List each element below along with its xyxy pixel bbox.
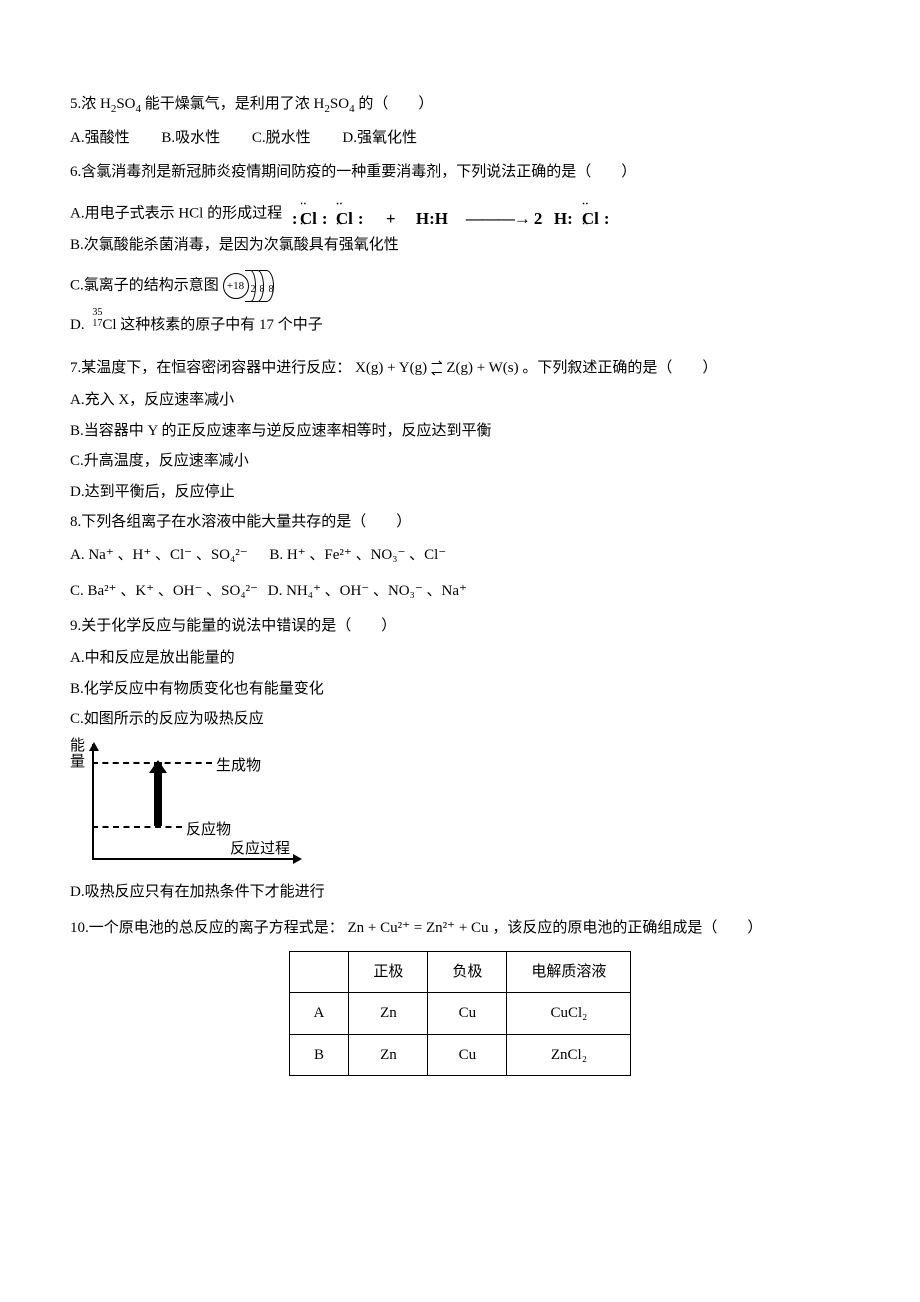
products-label: 生成物 <box>216 752 261 781</box>
eq: X(g) + Y(g) <box>355 360 427 376</box>
energy-diagram: 能量 生成物 反应物 反应过程 <box>70 738 300 868</box>
q5-opt-c: C.脱水性 <box>252 124 311 153</box>
th-blank <box>289 951 349 993</box>
q8-opts-row2: C. Ba²⁺ 、K⁺ 、OH⁻ 、SO₄²⁻ D. NH₄⁺ 、OH⁻ 、NO… <box>70 577 850 606</box>
q9-opt-d: D.吸热反应只有在加热条件下才能进行 <box>70 878 850 907</box>
x-axis-label: 反应过程 <box>230 835 290 864</box>
y-axis-label: 能量 <box>70 738 84 771</box>
q7-stem: 7.某温度下，在恒容密闭容器中进行反应： X(g) + Y(g) ⇀↽ Z(g)… <box>70 354 850 383</box>
cell: Cu <box>428 993 507 1035</box>
reactants-label: 反应物 <box>186 816 231 845</box>
th-negative: 负极 <box>428 951 507 993</box>
eq: Z(g) + W(s) <box>446 360 518 376</box>
q9-stem: 9.关于化学反应与能量的说法中错误的是（ ） <box>70 612 850 641</box>
text: SO <box>330 96 349 112</box>
q6-stem: 6.含氯消毒剂是新冠肺炎疫情期间防疫的一种重要消毒剂，下列说法正确的是（ ） <box>70 158 850 187</box>
chloride-structure: +18 2 8 8 <box>223 269 283 303</box>
q5-stem: 5.浓 H2SO4 能干燥氯气，是利用了浓 H2SO4 的（ ） <box>70 90 850 120</box>
q6-opt-b: B.次氯酸能杀菌消毒，是因为次氯酸具有强氧化性 <box>70 231 850 260</box>
text: 这种核素的原子中有 17 个中子 <box>117 317 323 333</box>
q5-opt-b: B.吸水性 <box>161 124 220 153</box>
text: 5.浓 H <box>70 96 111 112</box>
cell: CuCl₂ <box>507 993 631 1035</box>
reactants-level <box>92 826 182 828</box>
q6-opt-c: C.氯离子的结构示意图 +18 2 8 8 <box>70 269 850 303</box>
cell: B <box>289 1034 349 1076</box>
th-electrolyte: 电解质溶液 <box>507 951 631 993</box>
q6a-equation: ‥ : Cl ‥ : ‥ Cl ‥ : + H:H ———→ 2 H: ‥ Cl… <box>286 199 726 229</box>
q5-opt-d: D.强氧化性 <box>342 124 417 153</box>
q8-opt-c: C. Ba²⁺ 、K⁺ 、OH⁻ 、SO₄²⁻ <box>70 577 258 606</box>
text: 的（ ） <box>355 96 434 112</box>
isotope: 3517 <box>88 311 102 329</box>
text: 10.一个原电池的总反应的离子方程式是： <box>70 920 344 936</box>
table-header-row: 正极 负极 电解质溶液 <box>289 951 631 993</box>
text: ，该反应的原电池的正确组成是（ ） <box>492 920 762 936</box>
q10-table: 正极 负极 电解质溶液 A Zn Cu CuCl₂ B Zn Cu ZnCl₂ <box>289 951 632 1077</box>
q7-opt-c: C.升高温度，反应速率减小 <box>70 447 850 476</box>
q7-opt-b: B.当容器中 Y 的正反应速率与逆反应速率相等时，反应达到平衡 <box>70 417 850 446</box>
q5-opt-a: A.强酸性 <box>70 124 130 153</box>
text: 能干燥氯气，是利用了浓 H <box>141 96 324 112</box>
energy-arrow <box>154 762 162 826</box>
reversible-arrow: ⇀↽ <box>431 359 443 379</box>
text: C.氯离子的结构示意图 <box>70 278 219 294</box>
cell: Zn <box>349 993 428 1035</box>
text: D. <box>70 317 88 333</box>
text: SO <box>116 96 135 112</box>
q5-options: A.强酸性 B.吸水性 C.脱水性 D.强氧化性 <box>70 124 850 153</box>
cell: A <box>289 993 349 1035</box>
q9-opt-b: B.化学反应中有物质变化也有能量变化 <box>70 675 850 704</box>
q8-opts-row1: A. Na⁺ 、H⁺ 、Cl⁻ 、SO₄²⁻ B. H⁺ 、Fe²⁺ 、NO₃⁻… <box>70 541 850 570</box>
q6-opt-a: A.用电子式表示 HCl 的形成过程 ‥ : Cl ‥ : ‥ Cl ‥ : +… <box>70 199 850 229</box>
cell: ZnCl₂ <box>507 1034 631 1076</box>
cell: Zn <box>349 1034 428 1076</box>
th-positive: 正极 <box>349 951 428 993</box>
table-row: A Zn Cu CuCl₂ <box>289 993 631 1035</box>
q9-opt-a: A.中和反应是放出能量的 <box>70 644 850 673</box>
eq: Zn + Cu²⁺ = Zn²⁺ + Cu <box>348 920 489 936</box>
q7-opt-a: A.充入 X，反应速率减小 <box>70 386 850 415</box>
q8-opt-d: D. NH₄⁺ 、OH⁻ 、NO₃⁻ 、Na⁺ <box>268 577 467 606</box>
text: Cl <box>102 317 116 333</box>
q6-opt-d: D. 3517Cl 这种核素的原子中有 17 个中子 <box>70 311 850 340</box>
q7-opt-d: D.达到平衡后，反应停止 <box>70 478 850 507</box>
q8-opt-a: A. Na⁺ 、H⁺ 、Cl⁻ 、SO₄²⁻ <box>70 541 248 570</box>
table-row: B Zn Cu ZnCl₂ <box>289 1034 631 1076</box>
q8-opt-b: B. H⁺ 、Fe²⁺ 、NO₃⁻ 、Cl⁻ <box>269 541 446 570</box>
q8-stem: 8.下列各组离子在水溶液中能大量共存的是（ ） <box>70 508 850 537</box>
q10-stem: 10.一个原电池的总反应的离子方程式是： Zn + Cu²⁺ = Zn²⁺ + … <box>70 914 850 943</box>
text: A.用电子式表示 HCl 的形成过程 <box>70 205 282 221</box>
cell: Cu <box>428 1034 507 1076</box>
q9-opt-c: C.如图所示的反应为吸热反应 <box>70 705 850 734</box>
text: 7.某温度下，在恒容密闭容器中进行反应： <box>70 360 351 376</box>
text: 。下列叙述正确的是（ ） <box>522 360 717 376</box>
